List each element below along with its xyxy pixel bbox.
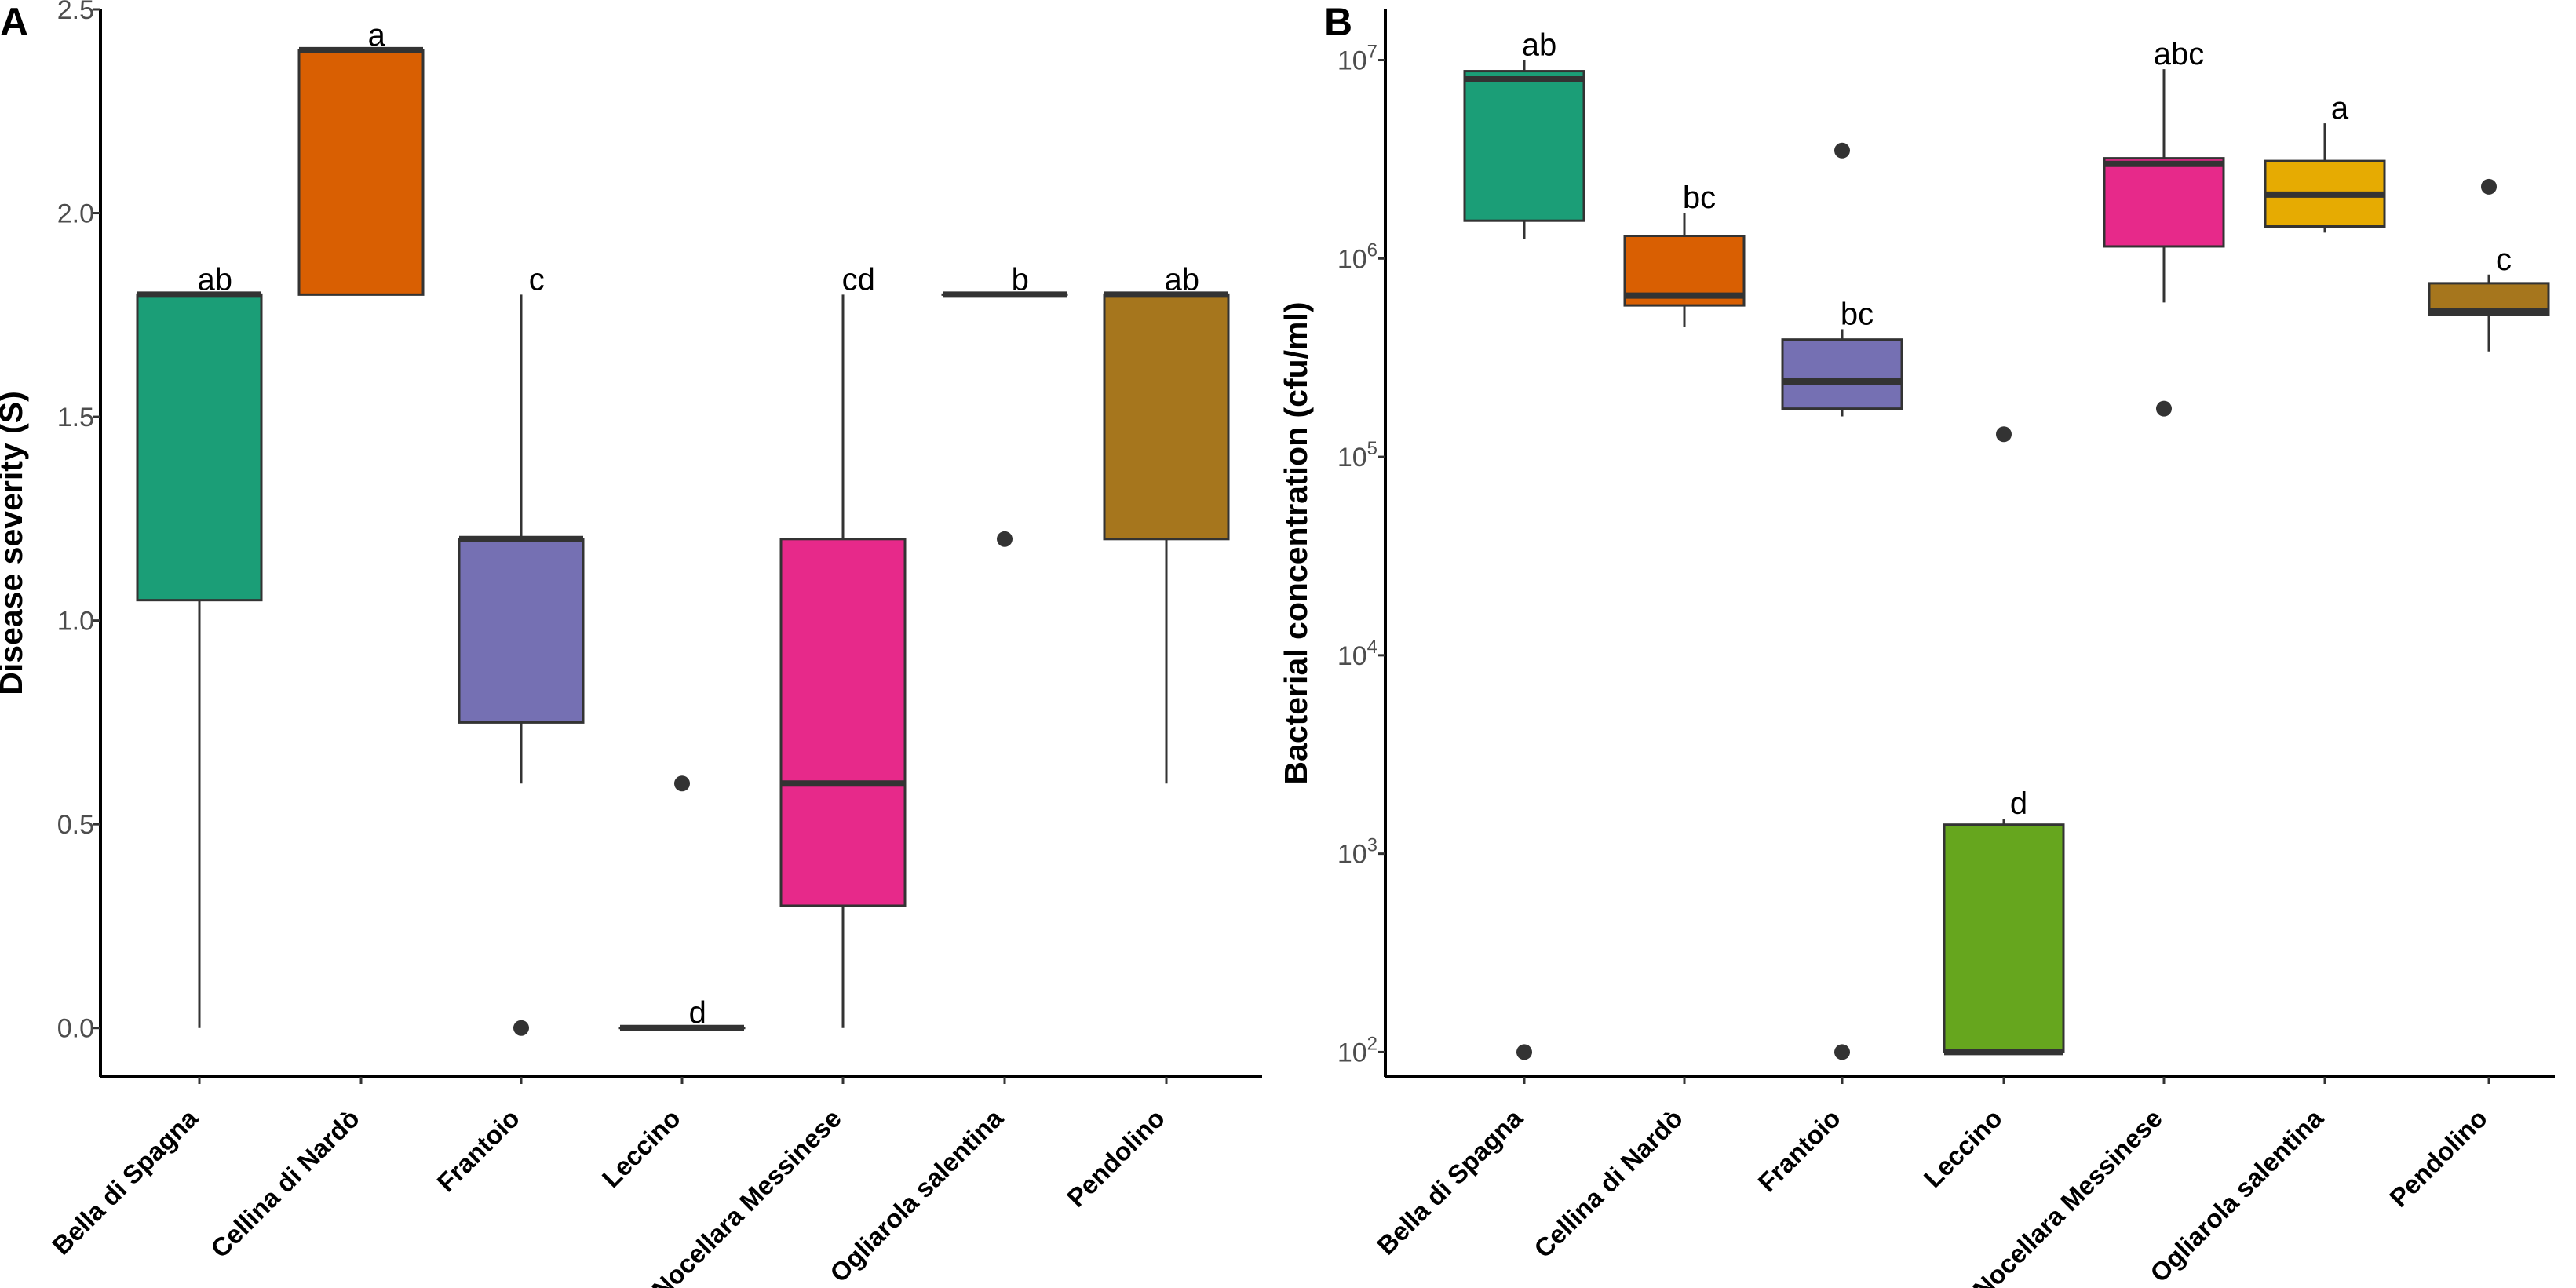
y-tick-label: 2.0	[57, 199, 94, 229]
significance-letter: ab	[1165, 262, 1200, 297]
significance-letter: bc	[1841, 297, 1874, 331]
box	[458, 538, 585, 724]
category-label: Leccino	[1918, 1104, 2008, 1193]
significance-letter: c	[529, 262, 545, 297]
category-label: Ogliarola salentina	[824, 1103, 1009, 1287]
y-tick-label: 106	[1337, 239, 1377, 274]
significance-letter: a	[368, 18, 386, 53]
y-tick-label: 107	[1337, 42, 1377, 76]
box	[779, 538, 907, 907]
panel-label: A	[0, 0, 28, 44]
y-tick-label: 104	[1337, 637, 1377, 671]
box	[2103, 157, 2225, 248]
y-tick-label: 103	[1337, 835, 1377, 870]
outlier-point	[2481, 178, 2497, 195]
panel-b: B 102 103 104 105 106 107 Bacterial concentrati…	[1278, 0, 2555, 1288]
outlier-point	[1834, 1044, 1850, 1060]
significance-letter: ab	[198, 262, 233, 297]
significance-letter: d	[689, 996, 706, 1031]
significance-letter: c	[2496, 243, 2512, 277]
y-tick-label: 0.5	[57, 810, 94, 840]
box	[297, 49, 425, 296]
outlier-point	[674, 775, 690, 792]
y-tick-label: 0.0	[57, 1014, 94, 1044]
category-label: Frantoio	[431, 1104, 524, 1197]
significance-letter: ab	[1522, 28, 1557, 63]
y-axis-title: Disease severity (S)	[0, 391, 29, 695]
box	[1781, 338, 1903, 410]
category-label: Bella di Spagna	[46, 1103, 203, 1260]
panel-a: A 0.0 0.5 1.0 1.5 2.0 2.5 Disease severity (S) B…	[0, 0, 1262, 1288]
category-label: Cellina di Nardò	[1528, 1104, 1688, 1264]
outlier-point	[513, 1020, 529, 1036]
box	[1463, 70, 1585, 222]
y-tick-label: 2.5	[57, 0, 94, 25]
significance-letter: d	[2010, 786, 2027, 821]
y-tick-label: 105	[1337, 438, 1377, 473]
significance-letter: bc	[1683, 181, 1716, 215]
category-label: Pendolino	[1061, 1104, 1170, 1213]
y-tick-label: 1.0	[57, 607, 94, 637]
category-label: Ogliarola salentina	[2144, 1103, 2329, 1287]
category-label: Bella di Spagna	[1371, 1103, 1528, 1260]
category-label: Leccino	[597, 1104, 686, 1193]
outlier-point	[1516, 1044, 1532, 1060]
category-label: Cellina di Nardò	[205, 1104, 365, 1264]
outlier-point	[1996, 426, 2012, 443]
box	[136, 293, 263, 602]
category-label: Frantoio	[1752, 1104, 1845, 1197]
y-tick-label: 1.5	[57, 403, 94, 432]
box	[1943, 823, 2065, 1053]
significance-letter: b	[1012, 262, 1029, 297]
significance-letter: cd	[842, 262, 875, 297]
category-label: Pendolino	[2384, 1104, 2493, 1213]
box	[1103, 293, 1230, 541]
significance-letter: abc	[2154, 37, 2205, 71]
significance-letter: a	[2331, 91, 2349, 126]
y-tick-label: 102	[1337, 1033, 1377, 1067]
outlier-point	[2156, 400, 2172, 417]
y-axis-title: Bacterial concentration (cfu/ml)	[1278, 301, 1314, 784]
outlier-point	[1834, 142, 1850, 159]
panel-label: B	[1324, 0, 1352, 44]
outlier-point	[997, 531, 1013, 547]
